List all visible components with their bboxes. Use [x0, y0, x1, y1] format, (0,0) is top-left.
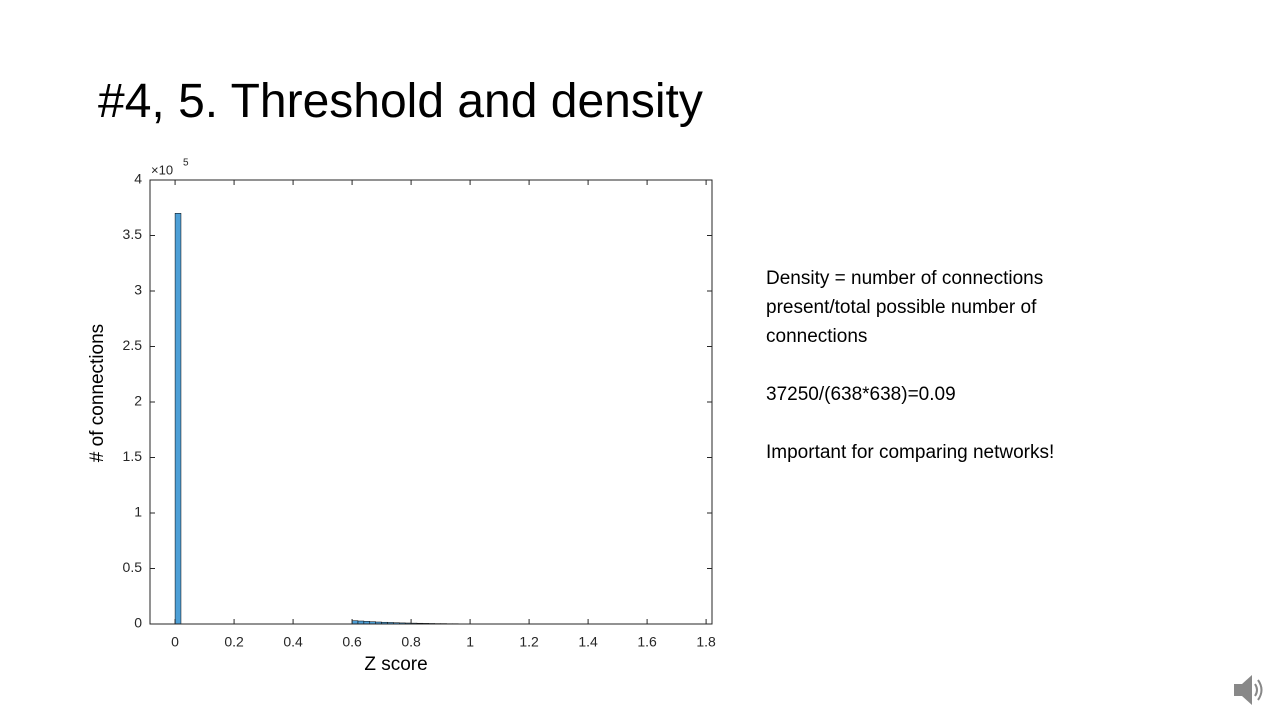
y-multiplier: ×10	[151, 162, 173, 177]
x-tick-label: 1	[466, 634, 474, 650]
x-tick-label: 0.6	[342, 634, 362, 650]
x-tick-label: 1.8	[696, 634, 716, 650]
x-tick-label: 0.4	[283, 634, 303, 650]
slide-title: #4, 5. Threshold and density	[98, 75, 703, 128]
y-tick-label: 2	[134, 393, 142, 409]
y-tick-label: 0.5	[123, 559, 143, 575]
x-tick-label: 0.2	[224, 634, 244, 650]
x-tick-label: 1.2	[519, 634, 539, 650]
y-tick-label: 0	[134, 615, 142, 631]
y-tick-label: 1	[134, 504, 142, 520]
x-tick-label: 1.4	[578, 634, 598, 650]
bar	[174, 213, 182, 625]
x-tick-label: 1.6	[637, 634, 657, 650]
y-tick-label: 3	[134, 282, 142, 298]
y-tick-label: 3.5	[123, 226, 143, 242]
y-tick-label: 1.5	[123, 448, 143, 464]
paragraph: 37250/(638*638)=0.09	[766, 384, 956, 405]
y-multiplier-exponent: 5	[183, 158, 189, 169]
paragraph: Important for comparing networks!	[766, 442, 1055, 463]
x-tick-label: 0	[171, 634, 179, 650]
y-tick-label: 4	[134, 171, 142, 187]
x-axis-label: Z score	[364, 654, 427, 675]
speaker-icon[interactable]	[1234, 675, 1263, 705]
paragraph: Density = number of connections present/…	[766, 268, 1044, 347]
axes-box	[149, 179, 713, 625]
slide-text: Density = number of connections present/…	[766, 264, 1106, 496]
y-tick-label: 2.5	[123, 337, 143, 353]
x-tick-label: 0.8	[401, 634, 421, 650]
y-axis-label: # of connections	[87, 324, 108, 462]
